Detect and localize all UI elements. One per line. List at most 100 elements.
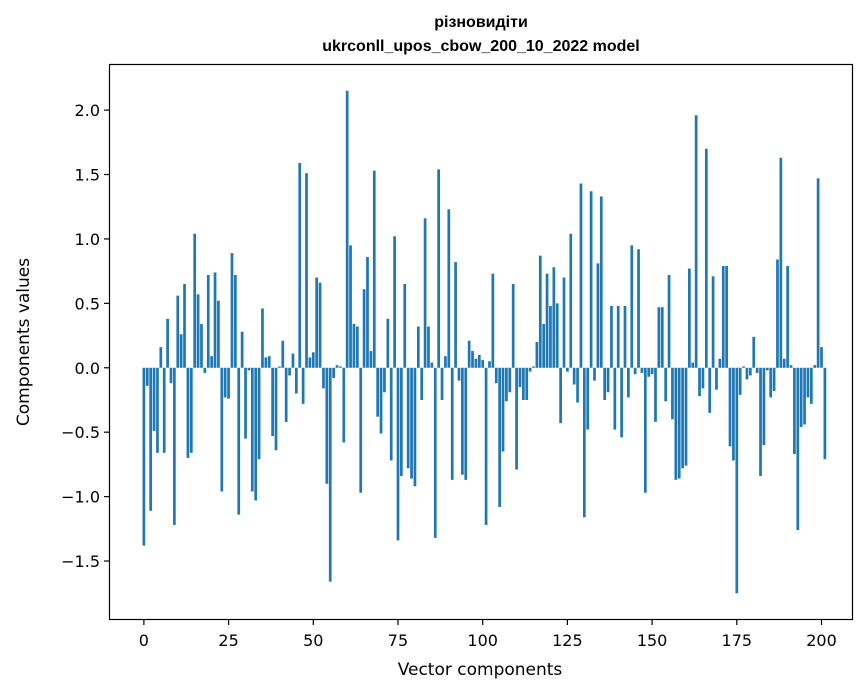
bar xyxy=(596,263,600,368)
bar xyxy=(294,367,298,394)
bar xyxy=(738,367,742,395)
bar xyxy=(654,367,657,422)
bar xyxy=(803,367,806,425)
bar xyxy=(325,367,329,484)
bar xyxy=(393,236,396,368)
bar xyxy=(576,367,579,403)
bar xyxy=(454,262,457,368)
bar xyxy=(586,367,590,430)
x-axis-label: Vector components xyxy=(398,660,563,680)
x-tick-label: 150 xyxy=(637,631,668,650)
bar xyxy=(379,367,383,434)
bar xyxy=(433,367,437,538)
bar xyxy=(227,367,230,399)
bar xyxy=(318,282,322,368)
bar xyxy=(440,367,444,400)
bar xyxy=(688,268,691,368)
bar xyxy=(549,305,552,368)
bar xyxy=(173,367,176,525)
bar xyxy=(481,360,485,368)
bar xyxy=(823,367,827,460)
bar xyxy=(749,367,752,376)
bar xyxy=(261,308,264,368)
bar xyxy=(765,367,769,371)
bar xyxy=(427,326,430,368)
bar xyxy=(376,367,380,417)
bar xyxy=(247,367,251,371)
bar xyxy=(169,367,173,384)
bar xyxy=(759,367,762,476)
bar xyxy=(447,209,451,368)
bar xyxy=(708,367,712,413)
bar xyxy=(444,356,447,368)
bar xyxy=(715,367,718,390)
plot-frame xyxy=(108,63,854,621)
bar xyxy=(694,115,698,368)
bar xyxy=(250,367,254,492)
bar xyxy=(322,367,325,389)
bar xyxy=(589,191,593,368)
bar xyxy=(599,196,603,368)
bar xyxy=(352,323,356,368)
bar xyxy=(488,361,491,368)
bar xyxy=(786,265,789,368)
bar xyxy=(572,367,576,385)
bar xyxy=(301,367,305,404)
bar xyxy=(776,259,779,368)
bar xyxy=(732,367,735,461)
bar xyxy=(484,367,488,525)
bar xyxy=(701,367,705,389)
bar xyxy=(213,272,217,368)
bar xyxy=(464,367,468,480)
bar xyxy=(305,173,308,368)
bar xyxy=(159,347,163,368)
bar xyxy=(505,367,508,402)
bar xyxy=(206,275,210,368)
x-tick-label: 100 xyxy=(467,631,498,650)
y-tick-label: 1.5 xyxy=(75,166,100,185)
bar xyxy=(186,367,190,458)
bar xyxy=(691,362,695,368)
bar xyxy=(410,367,413,479)
bar xyxy=(627,367,630,398)
bars-group xyxy=(142,90,827,594)
bar xyxy=(762,367,766,446)
bar xyxy=(430,362,434,368)
bar xyxy=(606,367,610,393)
bar xyxy=(542,323,546,368)
bar xyxy=(528,367,532,372)
bar xyxy=(278,366,281,368)
bar xyxy=(362,289,366,368)
bar xyxy=(162,367,166,453)
chart-title-line2: ukrconll_upos_cbow_200_10_2022 model xyxy=(322,38,639,55)
bar xyxy=(406,367,410,469)
bar xyxy=(240,331,244,368)
bar xyxy=(769,367,773,398)
bar xyxy=(349,245,352,368)
bar xyxy=(257,367,261,460)
bar xyxy=(193,233,197,368)
bar xyxy=(281,340,285,368)
bar xyxy=(721,265,725,368)
bar xyxy=(603,367,607,400)
bar xyxy=(582,367,586,518)
bar xyxy=(416,326,420,368)
bar xyxy=(142,367,146,546)
y-tick-label: −1.5 xyxy=(61,552,100,571)
bar xyxy=(752,336,756,368)
bar xyxy=(620,367,623,438)
bar xyxy=(535,342,539,368)
bar xyxy=(217,300,220,368)
bar xyxy=(643,367,647,493)
bar xyxy=(674,367,678,480)
bar xyxy=(471,351,474,368)
bar xyxy=(647,367,651,377)
bar xyxy=(640,367,644,373)
bar xyxy=(183,284,186,368)
bar xyxy=(508,367,512,393)
bar xyxy=(660,307,664,368)
bar xyxy=(698,367,701,397)
y-tick-label: −1.0 xyxy=(61,488,100,507)
bar xyxy=(308,357,312,368)
bar xyxy=(579,183,583,368)
